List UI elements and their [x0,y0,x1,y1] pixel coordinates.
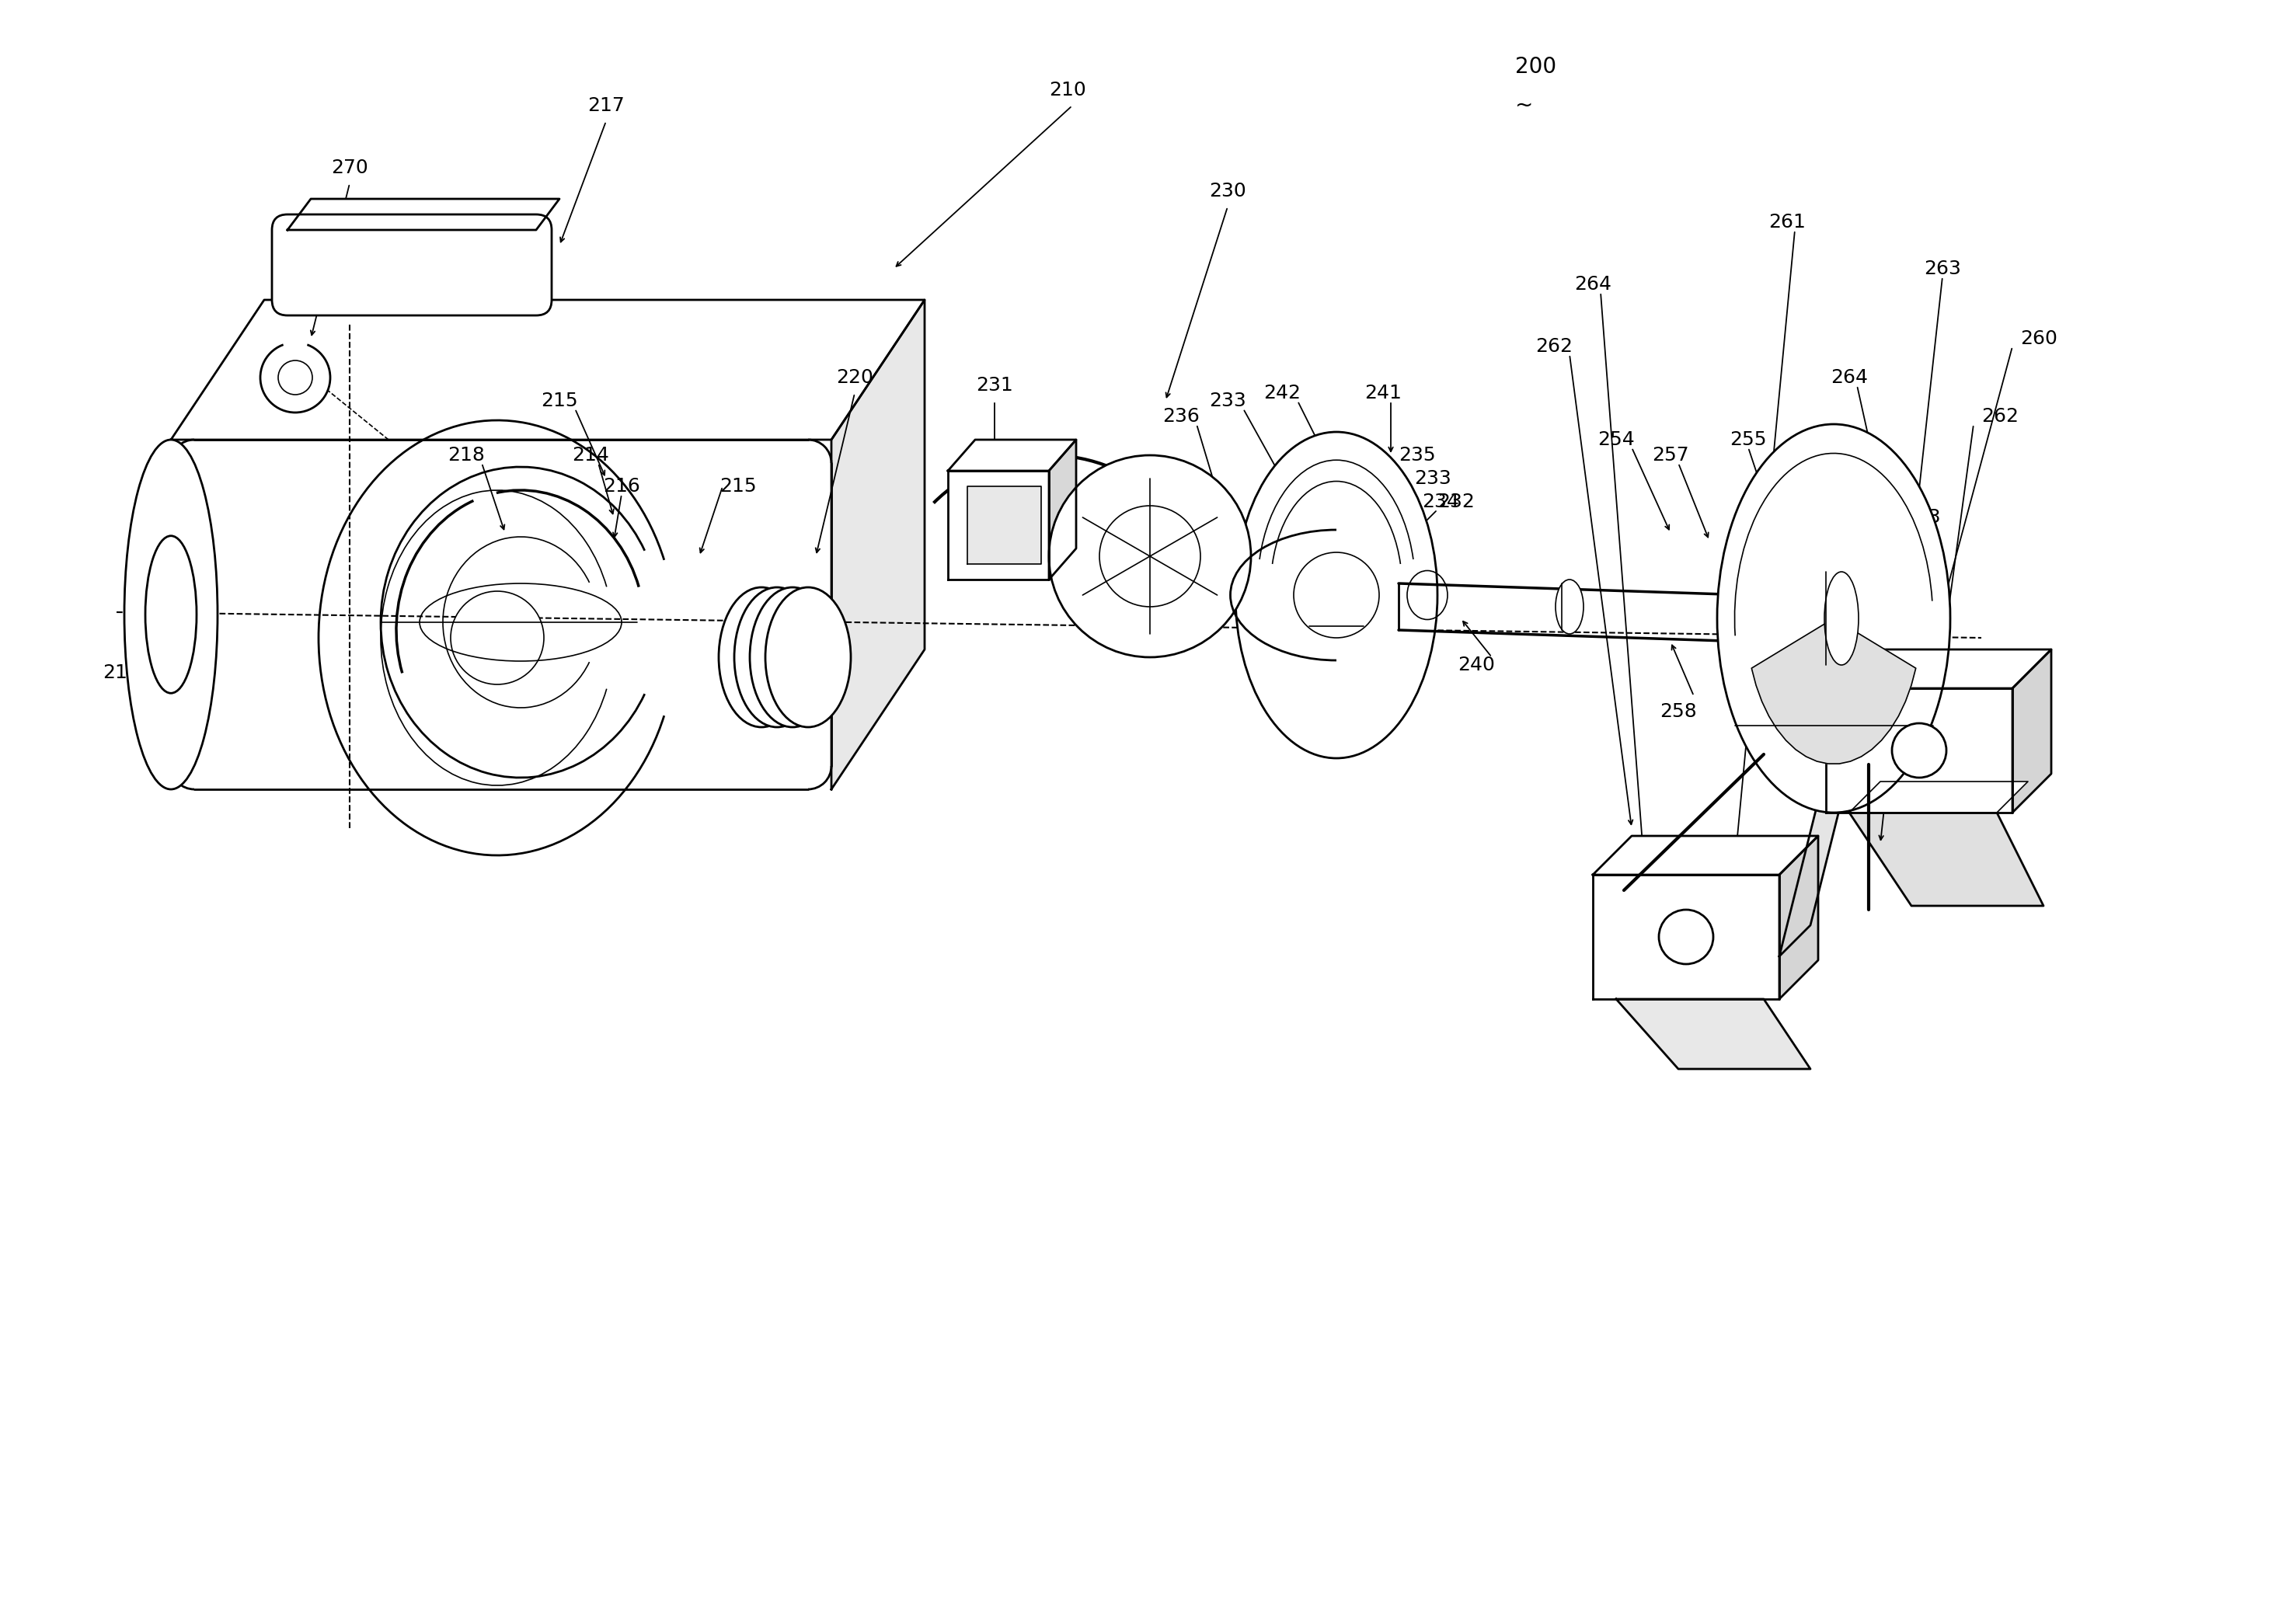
Text: 214: 214 [572,446,608,464]
Text: 253: 253 [1903,509,1940,526]
Polygon shape [1593,875,1779,998]
Text: 250: 250 [1903,656,1940,674]
Text: 251: 251 [1903,547,1940,565]
Text: 233: 233 [1414,469,1451,488]
Text: 235: 235 [1398,446,1435,464]
Text: 254: 254 [1598,430,1635,449]
Text: 232: 232 [1437,493,1474,510]
Circle shape [1049,456,1251,656]
Ellipse shape [1717,424,1949,812]
Text: 270: 270 [331,159,367,177]
Polygon shape [1779,836,1818,998]
Polygon shape [831,300,925,790]
Text: 211: 211 [103,663,140,682]
Circle shape [1293,552,1380,637]
Text: 264: 264 [1575,274,1612,294]
Polygon shape [948,470,1049,579]
Polygon shape [967,486,1040,563]
Ellipse shape [719,587,804,727]
Text: 210: 210 [1049,80,1086,100]
Text: 220: 220 [836,368,872,387]
Ellipse shape [1825,571,1857,664]
Text: 258: 258 [1660,703,1697,721]
Text: 215: 215 [719,477,758,496]
Text: 218: 218 [448,446,484,464]
Circle shape [1660,910,1713,965]
Polygon shape [2011,650,2050,812]
Circle shape [450,591,544,684]
Text: 236: 236 [1162,408,1199,425]
FancyBboxPatch shape [271,215,551,316]
Text: 200: 200 [1515,56,1557,77]
Text: 240: 240 [1458,656,1495,674]
Text: A1: A1 [1306,679,1332,698]
Text: 231: 231 [976,376,1013,395]
Polygon shape [170,440,831,790]
Ellipse shape [765,587,852,727]
Text: 242: 242 [1263,384,1300,403]
Polygon shape [1049,440,1077,579]
Polygon shape [1848,812,2043,905]
Text: 262: 262 [1981,408,2018,425]
Text: 234: 234 [1421,493,1458,510]
Ellipse shape [751,587,836,727]
Text: 252: 252 [1773,656,1809,674]
Ellipse shape [1554,579,1584,634]
Polygon shape [1616,998,1809,1069]
Text: 261: 261 [1768,213,1805,231]
Polygon shape [1752,618,1915,764]
Text: 260: 260 [2020,329,2057,348]
Text: 257: 257 [1653,446,1690,464]
Text: 230: 230 [1210,181,1247,201]
Text: 264: 264 [1830,368,1869,387]
Circle shape [1100,506,1201,607]
Polygon shape [1825,689,2011,812]
Polygon shape [1779,738,1857,957]
Text: A2: A2 [269,353,296,371]
Ellipse shape [124,440,218,790]
Polygon shape [170,300,925,440]
Text: 263: 263 [1924,260,1961,278]
Text: 256: 256 [1903,602,1940,620]
Polygon shape [948,440,1077,470]
Text: 241: 241 [1364,384,1401,403]
Text: 215: 215 [542,392,579,411]
Ellipse shape [145,536,197,693]
Text: 262: 262 [1536,337,1573,356]
Text: 216: 216 [604,477,641,496]
Circle shape [278,361,312,395]
Polygon shape [1825,650,2050,689]
Ellipse shape [735,587,820,727]
Ellipse shape [1235,432,1437,758]
Polygon shape [287,199,560,230]
Text: ~: ~ [1515,95,1534,117]
Text: 255: 255 [1729,430,1766,449]
Circle shape [259,342,331,412]
Circle shape [1892,724,1947,778]
Polygon shape [1593,836,1818,875]
Text: 233: 233 [1210,392,1247,411]
Polygon shape [1848,782,2027,812]
Text: 217: 217 [588,96,625,116]
